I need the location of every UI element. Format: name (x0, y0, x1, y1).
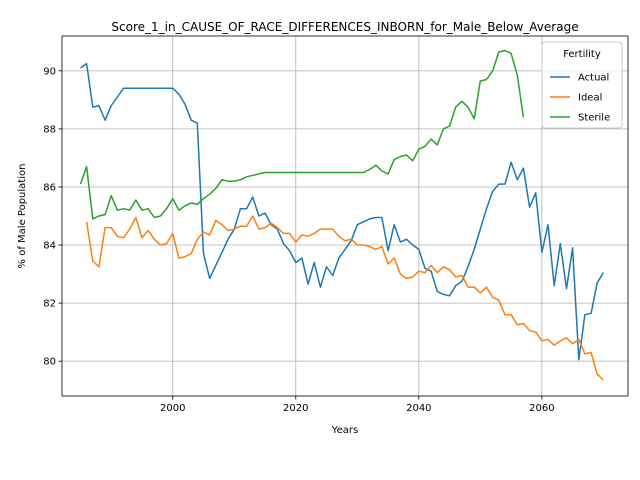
legend: Fertility Actual Ideal Sterile (541, 41, 623, 129)
axis-ticks: 2000 2020 2040 2060 80 82 84 86 88 90 (43, 66, 554, 414)
plot-frame (61, 35, 629, 397)
legend-label: Actual (578, 73, 609, 84)
x-tick-label: 2000 (160, 403, 185, 414)
x-tick-label: 2020 (283, 403, 308, 414)
series-line-sterile (79, 49, 525, 220)
series-lines (79, 49, 605, 381)
y-tick-label: 80 (43, 357, 56, 368)
y-tick-label: 90 (43, 66, 56, 77)
legend-label: Ideal (578, 93, 602, 104)
grid-lines (62, 36, 628, 396)
x-axis-title: Years (331, 425, 358, 436)
x-tick-label: 2040 (406, 403, 431, 414)
series-line-actual (80, 62, 605, 361)
y-tick-label: 88 (43, 124, 56, 135)
legend-label: Sterile (578, 113, 610, 124)
y-axis-title: % of Male Population (17, 164, 28, 269)
legend-box (541, 41, 623, 129)
chart-title: Score_1_in_CAUSE_OF_RACE_DIFFERENCES_INB… (111, 20, 578, 34)
series-line-ideal (85, 215, 604, 381)
y-tick-label: 82 (43, 299, 56, 310)
x-tick-label: 2060 (529, 403, 554, 414)
y-tick-label: 84 (43, 241, 56, 252)
y-tick-label: 86 (43, 182, 56, 193)
legend-title: Fertility (563, 49, 601, 60)
